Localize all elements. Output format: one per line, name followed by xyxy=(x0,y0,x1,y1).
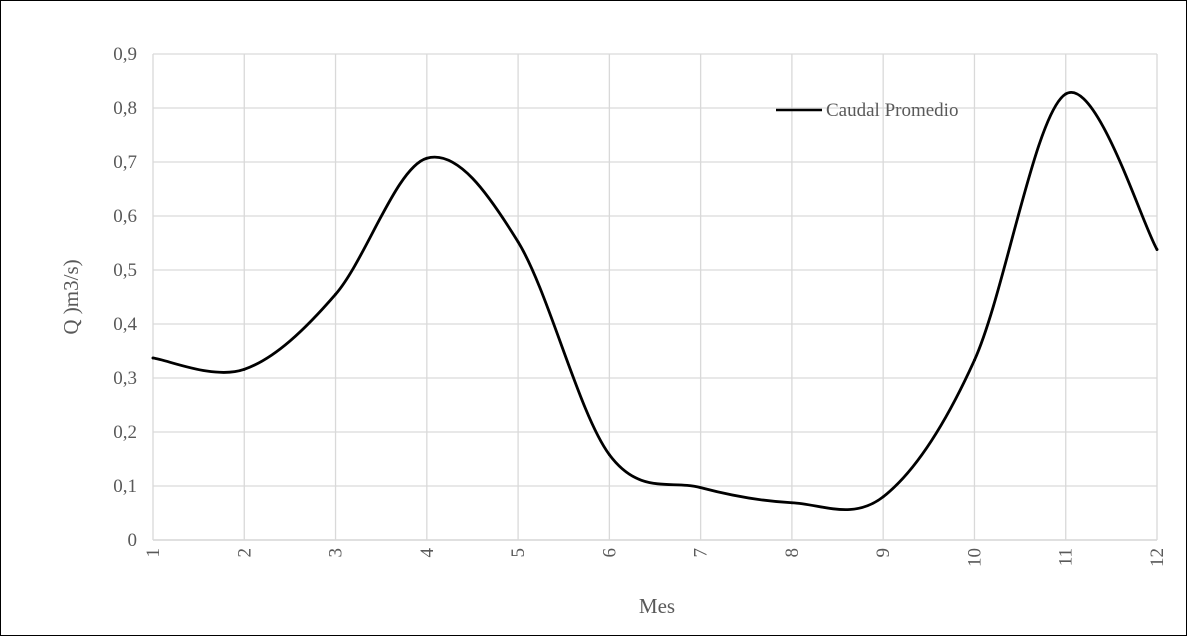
x-axis-title: Mes xyxy=(639,594,675,618)
data-point xyxy=(791,501,794,504)
y-tick-label: 0,1 xyxy=(113,476,137,497)
y-tick-label: 0,4 xyxy=(113,314,137,335)
data-point xyxy=(243,368,246,371)
data-point xyxy=(517,241,520,244)
x-tick-label: 3 xyxy=(326,548,347,558)
y-tick-label: 0,2 xyxy=(113,422,137,443)
series-layer xyxy=(152,92,1159,509)
gridlines xyxy=(153,54,1157,540)
x-tick-label: 9 xyxy=(873,548,894,558)
data-point xyxy=(973,359,976,362)
y-axis-title: Q )m3/s) xyxy=(59,259,83,334)
y-tick-label: 0 xyxy=(128,530,138,551)
x-tick-label: 5 xyxy=(508,548,529,558)
y-tick-label: 0,8 xyxy=(113,98,137,119)
x-tick-label: 12 xyxy=(1147,548,1168,567)
data-point xyxy=(152,357,155,360)
legend: Caudal Promedio xyxy=(776,100,958,121)
data-point xyxy=(425,157,428,160)
y-tick-label: 0,9 xyxy=(113,44,137,65)
x-tick-label: 4 xyxy=(417,548,438,558)
x-tick-label: 10 xyxy=(964,548,985,567)
data-point xyxy=(1064,93,1067,96)
data-point xyxy=(699,486,702,489)
x-tick-label: 8 xyxy=(782,548,803,558)
legend-label: Caudal Promedio xyxy=(826,100,958,121)
data-point xyxy=(608,453,611,456)
x-tick-label: 1 xyxy=(143,548,164,558)
axes: 00,10,20,30,40,50,60,70,80,91 2 3 4 5 6 7 8 9 10 1… xyxy=(113,44,1168,567)
y-tick-label: 0,6 xyxy=(113,206,137,227)
x-tick-label: 7 xyxy=(691,548,712,558)
y-tick-label: 0,3 xyxy=(113,368,137,389)
data-point xyxy=(334,293,337,296)
x-tick-label: 6 xyxy=(599,548,620,558)
x-tick-label: 11 xyxy=(1056,548,1077,566)
y-tick-label: 0,7 xyxy=(113,152,137,173)
x-tick-label: 2 xyxy=(234,548,255,558)
data-point xyxy=(1156,248,1159,251)
series-line xyxy=(153,92,1157,509)
y-tick-label: 0,5 xyxy=(113,260,137,281)
data-point xyxy=(882,495,885,498)
